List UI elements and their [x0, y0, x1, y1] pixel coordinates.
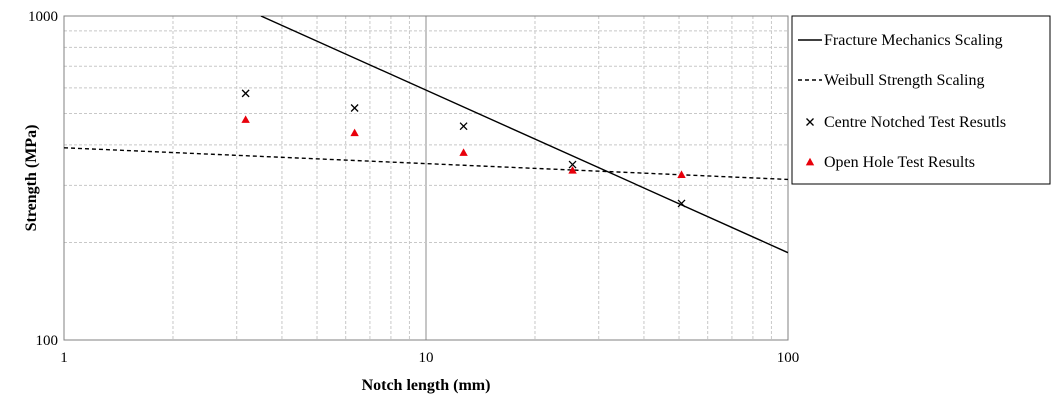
legend-label: Centre Notched Test Resutls	[824, 114, 1006, 131]
y-tick-label: 100	[36, 333, 59, 349]
legend-item: Open Hole Test Results	[805, 154, 975, 171]
y-axis-title: Strength (MPa)	[23, 125, 40, 232]
legend-label: Open Hole Test Results	[824, 154, 975, 171]
legend-marker	[805, 157, 815, 166]
grid	[64, 16, 788, 340]
tick-labels: 1 10 100 100 1000	[28, 9, 799, 366]
legend-item: Fracture Mechanics Scaling	[798, 32, 1003, 49]
plot-area-frame	[63, 15, 789, 341]
centre-notched-test-resutls-point	[459, 122, 468, 131]
y-tick-label: 1000	[28, 9, 58, 25]
open-hole-test-results-point	[459, 148, 468, 156]
x-axis-title: Notch length (mm)	[362, 377, 491, 394]
fracture-mechanics-scaling-line	[260, 16, 788, 254]
legend-item: Weibull Strength Scaling	[798, 72, 984, 89]
x-tick-label: 10	[419, 350, 434, 366]
x-tick-label: 100	[777, 350, 800, 366]
series-layer	[64, 16, 788, 254]
open-hole-test-results-point	[350, 128, 359, 137]
open-hole-test-results-point	[241, 115, 250, 123]
weibull-strength-scaling-line	[64, 147, 788, 181]
legend-marker	[806, 118, 814, 126]
legend-item: Centre Notched Test Resutls	[806, 114, 1006, 131]
x-tick-label: 1	[60, 350, 68, 366]
centre-notched-test-resutls-point	[241, 89, 250, 98]
centre-notched-test-resutls-point	[677, 199, 686, 208]
centre-notched-test-resutls-point	[350, 104, 359, 112]
open-hole-test-results-point	[568, 166, 577, 174]
centre-notched-test-resutls-point	[568, 160, 577, 169]
legend: Fracture Mechanics Scaling Weibull Streng…	[791, 15, 1051, 185]
legend-label: Fracture Mechanics Scaling	[824, 32, 1003, 49]
legend-frame	[791, 15, 1051, 185]
open-hole-test-results-point	[677, 170, 686, 178]
legend-label: Weibull Strength Scaling	[824, 72, 984, 89]
